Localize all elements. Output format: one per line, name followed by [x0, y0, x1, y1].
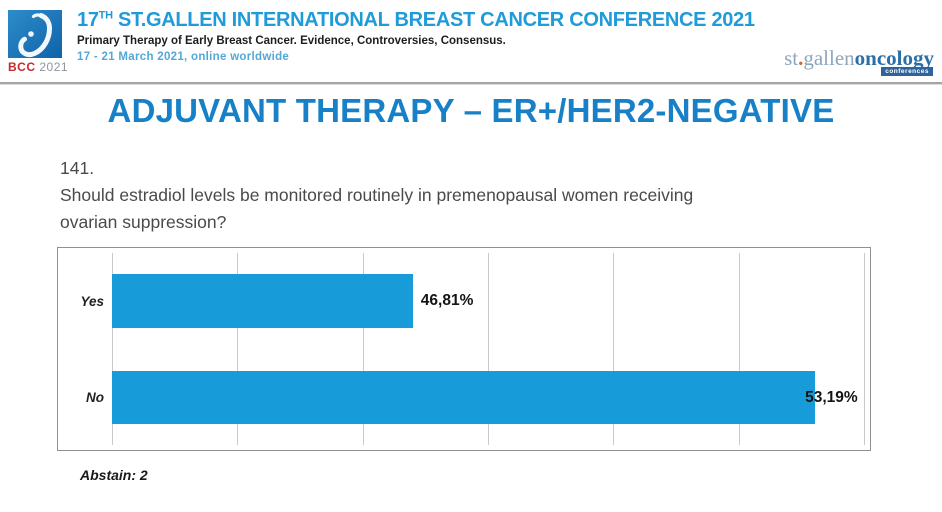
- conferences-badge: conferences: [881, 67, 933, 76]
- gridline: [112, 253, 113, 445]
- conference-title-text: ST.GALLEN INTERNATIONAL BREAST CANCER CO…: [112, 9, 755, 31]
- bar-yes: [112, 274, 413, 328]
- value-label-yes: 46,81%: [420, 292, 474, 309]
- question-number: 141.: [60, 158, 95, 178]
- gridline: [362, 253, 364, 445]
- conference-header: BCC 2021 17TH ST.GALLEN INTERNATIONAL BR…: [0, 0, 942, 84]
- conference-title-number: 17: [77, 9, 99, 31]
- conference-dates: 17 - 21 March 2021, online worldwide: [77, 51, 290, 63]
- category-label-yes: Yes: [80, 293, 104, 309]
- brand-st: st: [784, 46, 799, 70]
- bcc-logo-year: 2021: [39, 60, 69, 74]
- plot-area: 46,81% Yes 53,19% No: [80, 253, 865, 445]
- bcc-logo-text: BCC: [8, 60, 36, 74]
- question-line-1: Should estradiol levels be monitored rou…: [60, 185, 694, 205]
- gridline: [738, 253, 740, 445]
- conference-title: 17TH ST.GALLEN INTERNATIONAL BREAST CANC…: [77, 9, 755, 32]
- bcc-logo-caption: BCC 2021: [8, 60, 68, 74]
- poll-chart: 46,81% Yes 53,19% No: [57, 247, 871, 451]
- category-label-no: No: [86, 390, 104, 405]
- conference-subtitle: Primary Therapy of Early Breast Cancer. …: [77, 35, 506, 47]
- bar-no: [112, 371, 816, 424]
- question-line-2: ovarian suppression?: [60, 212, 227, 232]
- abstain-note: Abstain: 2: [80, 467, 148, 483]
- stgallen-oncology-logo: st.gallenoncology conferences: [784, 46, 934, 76]
- gridline: [488, 253, 489, 445]
- brand-oncology: oncology: [854, 46, 934, 70]
- question-block: 141. Should estradiol levels be monitore…: [60, 155, 693, 236]
- bcc-droplet-icon: [8, 10, 62, 58]
- gridline: [864, 253, 865, 445]
- brand-gallen: gallen: [803, 46, 855, 70]
- orange-dot: .: [798, 46, 804, 70]
- bcc-logo: BCC 2021: [8, 10, 68, 74]
- gridline: [613, 253, 615, 445]
- header-text: 17TH ST.GALLEN INTERNATIONAL BREAST CANC…: [77, 9, 755, 63]
- conference-title-ordinal: TH: [98, 9, 113, 22]
- value-label-no: 53,19%: [805, 388, 858, 406]
- slide-title: ADJUVANT THERAPY – ER+/HER2-NEGATIVE: [107, 92, 835, 129]
- gridline: [237, 253, 239, 445]
